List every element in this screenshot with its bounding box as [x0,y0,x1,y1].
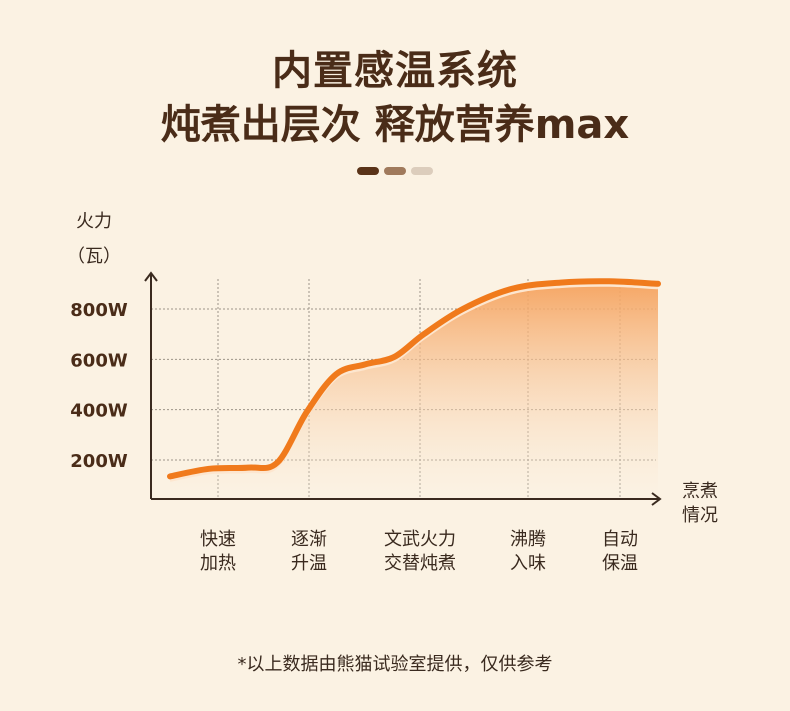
series-line [167,278,661,480]
title-line-2: 炖煮出层次 释放营养max [160,102,630,148]
indicator-dot [384,167,406,175]
y-tick-label: 600W [70,350,128,371]
x-category-label: 加热 [200,553,236,574]
title-line-1: 内置感温系统 [272,48,518,94]
indicator-dot [411,167,433,175]
y-tick-label: 400W [70,401,128,422]
x-category-label: 入味 [510,553,546,574]
x-axis-arrow [651,492,662,506]
y-axis-arrow [144,271,158,282]
x-category-label: 保温 [602,553,638,574]
y-tick-label: 800W [70,300,128,321]
axes [144,271,662,506]
y-tick-labels: 800W 600W 400W 200W [70,300,128,472]
x-category-label: 逐渐 [291,529,327,550]
x-axis-label-line2: 情况 [682,505,718,526]
y-tick-label: 200W [70,451,128,472]
indicator-dot-active [357,167,379,175]
x-category-label: 交替炖煮 [384,553,456,574]
y-axis-label: 火力 [76,211,112,232]
y-axis-unit: （瓦） [67,246,121,267]
x-category-label: 文武火力 [384,529,456,550]
x-axis-label: 烹煮 [682,481,718,502]
x-category-label: 自动 [602,529,638,550]
series-line-highlight [169,283,659,482]
x-category-label: 沸腾 [510,529,546,550]
x-category-label: 升温 [291,553,327,574]
x-category-label: 快速 [200,529,236,550]
footnote: *以上数据由熊猫试验室提供，仅供参考 [237,654,553,675]
